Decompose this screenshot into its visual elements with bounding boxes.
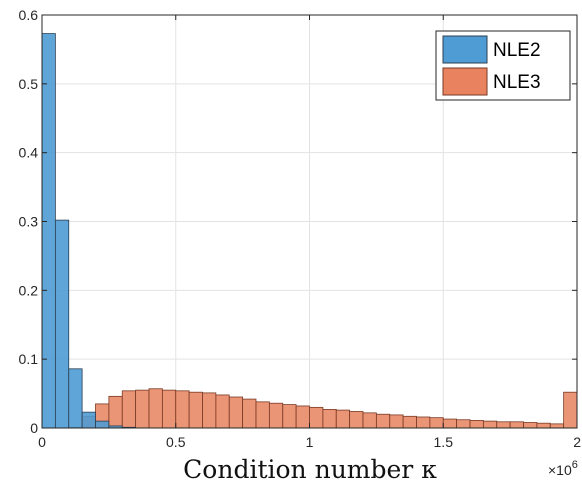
nle2-bar bbox=[68, 368, 83, 429]
nle2-bar bbox=[95, 420, 110, 429]
legend-swatch-nle3 bbox=[442, 67, 488, 96]
nle3-bars bbox=[68, 388, 578, 429]
nle3-bar bbox=[563, 391, 578, 429]
nle3-bar bbox=[161, 389, 177, 429]
nle3-bar bbox=[362, 412, 377, 429]
x-axis-exponent-power: 6 bbox=[572, 459, 578, 471]
nle3-bar bbox=[175, 390, 190, 429]
legend: NLE2 NLE3 bbox=[435, 30, 571, 101]
nle3-bar bbox=[482, 420, 498, 429]
y-tick-label: 0.1 bbox=[19, 351, 39, 367]
nle3-bar bbox=[215, 394, 230, 429]
nle3-bar bbox=[349, 411, 364, 429]
nle3-bar bbox=[389, 414, 404, 429]
x-axis-ticks: 0 0.5 1 1.5 2 bbox=[38, 15, 581, 450]
nle3-bar bbox=[469, 420, 484, 429]
nle3-bar bbox=[228, 396, 244, 429]
nle3-bar bbox=[322, 409, 337, 429]
nle3-bar bbox=[295, 405, 310, 429]
nle3-bar bbox=[402, 415, 417, 429]
nle2-bar bbox=[81, 411, 96, 429]
nle3-bar bbox=[309, 406, 324, 429]
x-tick-label: 1 bbox=[306, 434, 314, 450]
legend-label-nle2: NLE2 bbox=[493, 40, 541, 61]
nle3-bar bbox=[188, 391, 203, 429]
nle3-bar bbox=[536, 422, 551, 429]
nle3-bar bbox=[282, 404, 297, 429]
nle3-bar bbox=[416, 416, 431, 429]
y-tick-label: 0.6 bbox=[19, 7, 39, 23]
nle3-bar bbox=[549, 423, 565, 429]
nle3-bar bbox=[509, 421, 524, 429]
x-axis-exponent-base: ×10 bbox=[548, 462, 572, 478]
nle3-bar bbox=[523, 422, 538, 429]
nle2-bar bbox=[41, 33, 56, 429]
y-tick-label: 0.3 bbox=[19, 214, 39, 230]
nle3-bar bbox=[335, 409, 351, 429]
nle3-bar bbox=[202, 392, 217, 429]
x-tick-label: 1.5 bbox=[434, 434, 454, 450]
nle3-bar bbox=[375, 413, 391, 429]
nle2-bar bbox=[54, 219, 70, 429]
y-tick-label: 0 bbox=[30, 420, 38, 436]
legend-label-nle3: NLE3 bbox=[493, 72, 541, 93]
nle3-bar bbox=[442, 418, 458, 429]
x-tick-label: 0.5 bbox=[166, 434, 186, 450]
y-tick-label: 0.2 bbox=[19, 282, 39, 298]
x-axis-exponent: ×106 bbox=[548, 459, 578, 478]
y-axis-ticks: 0 0.1 0.2 0.3 0.4 0.5 0.6 bbox=[19, 7, 577, 436]
y-tick-label: 0.5 bbox=[19, 76, 39, 92]
nle3-bar bbox=[242, 398, 257, 429]
nle3-bar bbox=[135, 389, 150, 429]
legend-swatch-nle2 bbox=[442, 35, 488, 64]
x-axis-label: Condition number κ bbox=[183, 455, 437, 484]
y-tick-label: 0.4 bbox=[19, 145, 39, 161]
nle3-bar bbox=[108, 395, 123, 429]
nle3-bar bbox=[148, 388, 163, 429]
x-tick-label: 2 bbox=[573, 434, 581, 450]
nle3-bar bbox=[121, 390, 137, 429]
nle3-bar bbox=[496, 421, 511, 429]
nle3-bar bbox=[268, 402, 284, 429]
x-tick-label: 0 bbox=[38, 434, 46, 450]
nle3-bar bbox=[456, 419, 471, 429]
nle3-bar bbox=[429, 417, 444, 429]
nle3-bar bbox=[255, 401, 270, 429]
